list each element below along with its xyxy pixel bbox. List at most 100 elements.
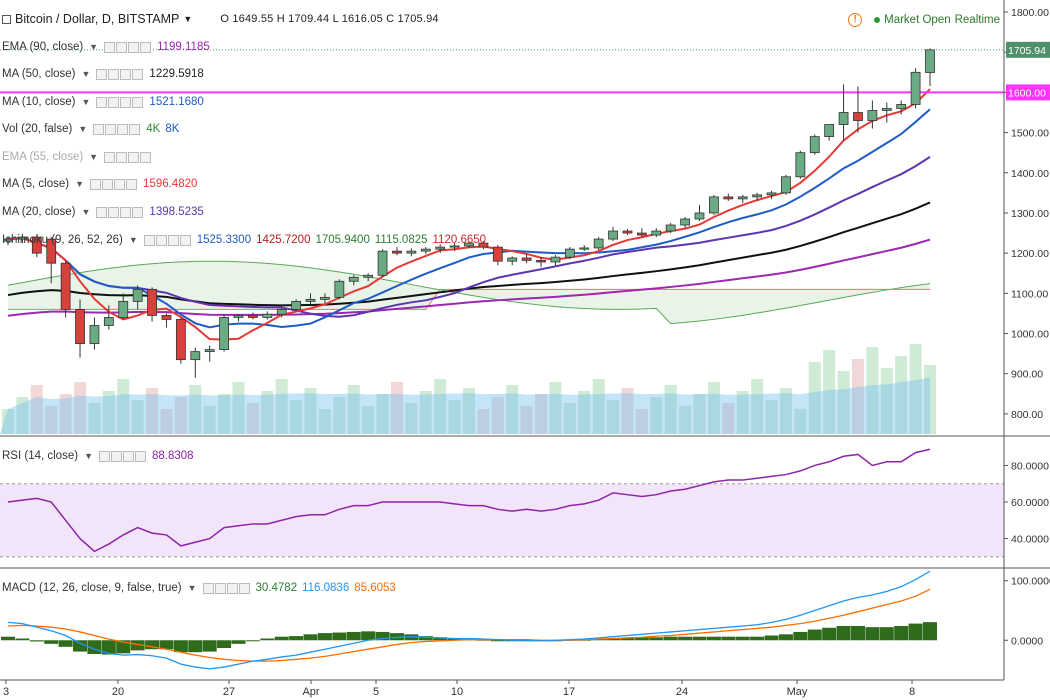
vol-3-legend[interactable]: Vol (20, false) ▼ 4K 8K xyxy=(2,120,184,138)
candle[interactable] xyxy=(492,246,503,262)
eye-icon[interactable] xyxy=(96,68,108,80)
gear-icon[interactable] xyxy=(108,206,120,218)
candle[interactable] xyxy=(464,242,474,247)
candle[interactable] xyxy=(305,298,316,302)
candle[interactable] xyxy=(348,276,359,282)
candle[interactable] xyxy=(521,257,532,261)
eye-icon[interactable] xyxy=(90,178,102,190)
rsi-label[interactable]: RSI (14, close) xyxy=(2,450,79,462)
candle[interactable] xyxy=(75,309,85,344)
candle[interactable] xyxy=(680,218,690,226)
candle[interactable] xyxy=(507,257,518,262)
close-icon[interactable] xyxy=(238,582,250,594)
candle[interactable] xyxy=(291,300,302,310)
close-icon[interactable] xyxy=(132,68,144,80)
candle[interactable] xyxy=(536,259,546,263)
candle[interactable] xyxy=(435,246,446,250)
candle[interactable] xyxy=(103,317,114,326)
chevron-down-icon[interactable]: ▼ xyxy=(81,97,91,107)
candle[interactable] xyxy=(60,262,71,310)
ma-6-legend[interactable]: MA (20, close) ▼ 1398.5235 xyxy=(2,203,209,221)
candle[interactable] xyxy=(449,245,460,248)
chevron-down-icon[interactable]: ▼ xyxy=(81,69,91,79)
candle[interactable] xyxy=(334,280,345,298)
ema-4-legend[interactable]: EMA (55, close) ▼ xyxy=(2,148,157,166)
candle[interactable] xyxy=(219,317,229,351)
candle[interactable] xyxy=(204,349,215,353)
gear-icon[interactable] xyxy=(108,68,120,80)
candle[interactable] xyxy=(910,71,921,105)
plus-icon[interactable] xyxy=(167,234,179,246)
close-icon[interactable] xyxy=(132,206,144,218)
candle[interactable] xyxy=(867,110,878,121)
candle[interactable] xyxy=(31,236,42,254)
gear-icon[interactable] xyxy=(116,151,128,163)
close-icon[interactable] xyxy=(140,151,152,163)
gear-icon[interactable] xyxy=(105,123,117,135)
candle[interactable] xyxy=(147,288,157,316)
candle[interactable] xyxy=(89,325,100,344)
eye-icon[interactable] xyxy=(143,234,155,246)
plus-icon[interactable] xyxy=(128,151,140,163)
rsi-panel[interactable]: 40.0000 60.0000 80.0000 xyxy=(0,448,1049,558)
chevron-down-icon[interactable]: ▼ xyxy=(78,124,88,134)
close-icon[interactable] xyxy=(134,450,146,462)
candle[interactable] xyxy=(665,224,676,232)
eye-icon[interactable] xyxy=(98,450,110,462)
candle[interactable] xyxy=(651,230,662,236)
plus-icon[interactable] xyxy=(122,450,134,462)
gear-icon[interactable] xyxy=(155,234,167,246)
plus-icon[interactable] xyxy=(128,41,140,53)
candle[interactable] xyxy=(363,274,374,278)
eye-icon[interactable] xyxy=(202,582,214,594)
candle[interactable] xyxy=(478,242,489,248)
candle[interactable] xyxy=(752,194,763,198)
ma-6-label[interactable]: MA (20, close) xyxy=(2,206,76,218)
candle[interactable] xyxy=(896,104,907,109)
candle[interactable] xyxy=(564,248,575,258)
candle[interactable] xyxy=(925,49,935,73)
candle[interactable] xyxy=(824,124,835,138)
plus-icon[interactable] xyxy=(120,206,132,218)
ichimoku-7-legend[interactable]: Ichimoku (9, 26, 52, 26) ▼ 1525.3300 1425.7… xyxy=(2,231,491,249)
candle[interactable] xyxy=(781,176,791,194)
candle[interactable] xyxy=(262,313,273,318)
candle[interactable] xyxy=(579,247,590,250)
close-icon[interactable] xyxy=(132,96,144,108)
close-icon[interactable] xyxy=(126,178,138,190)
candle[interactable] xyxy=(737,196,748,200)
macd-legend[interactable]: MACD (12, 26, close, 9, false, true) ▼ 30.… xyxy=(2,579,401,597)
ichimoku-7-label[interactable]: Ichimoku (9, 26, 52, 26) xyxy=(2,234,123,246)
gear-icon[interactable] xyxy=(116,41,128,53)
plus-icon[interactable] xyxy=(120,68,132,80)
candle[interactable] xyxy=(694,212,705,220)
chevron-down-icon[interactable]: ▼ xyxy=(187,583,197,593)
candle[interactable] xyxy=(46,238,57,264)
chevron-down-icon[interactable]: ▼ xyxy=(183,14,193,24)
candle[interactable] xyxy=(190,351,201,361)
candle[interactable] xyxy=(881,108,892,111)
time-axis[interactable]: 3 20 27 Apr 5 10 17 24 May 8 xyxy=(3,680,915,698)
ma-1-label[interactable]: MA (50, close) xyxy=(2,68,76,80)
rsi-legend[interactable]: RSI (14, close) ▼ 88.8308 xyxy=(2,447,199,465)
candle[interactable] xyxy=(795,152,806,178)
ma-2-legend[interactable]: MA (10, close) ▼ 1521.1680 xyxy=(2,93,209,111)
collapse-icon[interactable] xyxy=(2,14,11,24)
candle[interactable] xyxy=(723,196,734,200)
macd-panel[interactable]: 0.0000 100.0000 xyxy=(1,570,1050,670)
gear-icon[interactable] xyxy=(102,178,114,190)
candle[interactable] xyxy=(132,288,143,302)
candle[interactable] xyxy=(709,196,719,214)
chevron-down-icon[interactable]: ▼ xyxy=(84,451,93,461)
price-panel[interactable] xyxy=(0,48,1004,434)
candle[interactable] xyxy=(320,296,330,300)
ema-0-label[interactable]: EMA (90, close) xyxy=(2,41,84,53)
ma-1-legend[interactable]: MA (50, close) ▼ 1229.5918 xyxy=(2,65,209,83)
plus-icon[interactable] xyxy=(226,582,238,594)
eye-icon[interactable] xyxy=(93,123,105,135)
candle[interactable] xyxy=(118,300,129,318)
candle[interactable] xyxy=(809,136,820,154)
symbol-title[interactable]: Bitcoin / Dollar, D, BITSTAMP xyxy=(15,12,180,26)
close-icon[interactable] xyxy=(129,123,141,135)
candle[interactable] xyxy=(248,315,258,318)
